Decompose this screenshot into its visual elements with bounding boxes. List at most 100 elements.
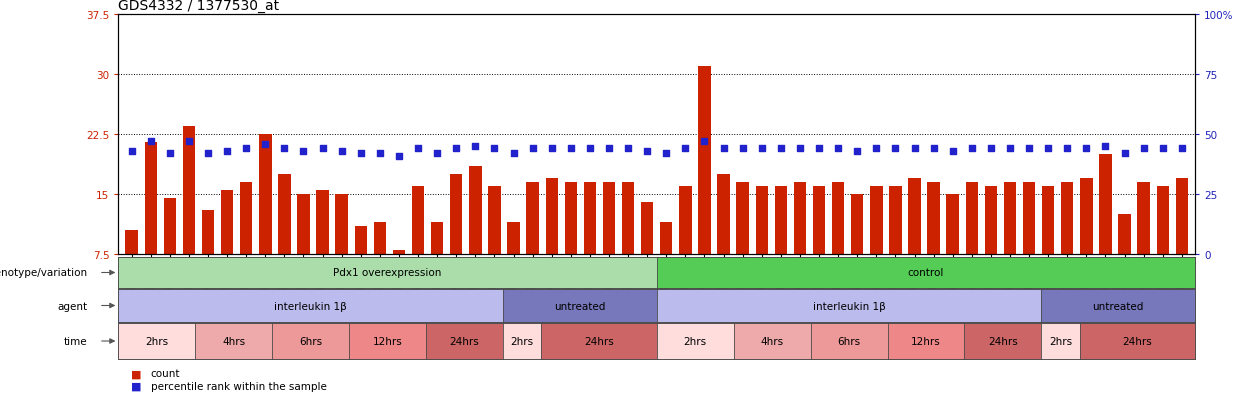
Point bbox=[370, 150, 390, 157]
Point bbox=[1077, 146, 1097, 152]
Text: 24hrs: 24hrs bbox=[584, 336, 614, 346]
Point bbox=[1038, 146, 1058, 152]
Point bbox=[466, 143, 486, 150]
Point bbox=[408, 146, 428, 152]
Point bbox=[733, 146, 753, 152]
Text: time: time bbox=[63, 336, 87, 346]
Bar bbox=[889, 187, 901, 254]
Point bbox=[1000, 146, 1020, 152]
Bar bbox=[813, 187, 825, 254]
Bar bbox=[503, 289, 657, 322]
Text: 24hrs: 24hrs bbox=[449, 336, 479, 346]
Point bbox=[427, 150, 447, 157]
Point bbox=[542, 146, 561, 152]
Point bbox=[656, 150, 676, 157]
Point bbox=[503, 150, 523, 157]
Bar bbox=[118, 323, 195, 359]
Point bbox=[484, 146, 504, 152]
Point bbox=[294, 148, 314, 155]
Bar bbox=[527, 183, 539, 254]
Point bbox=[791, 146, 810, 152]
Point bbox=[312, 146, 332, 152]
Point bbox=[217, 148, 237, 155]
Bar bbox=[412, 187, 425, 254]
Point bbox=[828, 146, 848, 152]
Bar bbox=[278, 175, 290, 254]
Text: Pdx1 overexpression: Pdx1 overexpression bbox=[334, 268, 442, 278]
Point bbox=[942, 148, 962, 155]
Bar bbox=[449, 175, 462, 254]
Bar bbox=[832, 183, 844, 254]
Bar bbox=[545, 178, 558, 254]
Point bbox=[159, 150, 179, 157]
Point bbox=[141, 138, 161, 145]
Bar bbox=[584, 183, 596, 254]
Bar bbox=[1041, 323, 1079, 359]
Point bbox=[560, 146, 580, 152]
Bar bbox=[488, 187, 500, 254]
Bar bbox=[1061, 183, 1073, 254]
Bar bbox=[118, 289, 503, 322]
Point bbox=[1153, 146, 1173, 152]
Bar bbox=[985, 187, 997, 254]
Bar bbox=[966, 183, 979, 254]
Bar bbox=[335, 195, 347, 254]
Point bbox=[924, 146, 944, 152]
Bar bbox=[1042, 187, 1055, 254]
Point bbox=[122, 148, 142, 155]
Bar bbox=[126, 230, 138, 254]
Bar bbox=[733, 323, 810, 359]
Text: 12hrs: 12hrs bbox=[372, 336, 402, 346]
Bar bbox=[374, 223, 386, 254]
Bar bbox=[657, 323, 733, 359]
Bar bbox=[680, 187, 691, 254]
Bar bbox=[469, 166, 482, 254]
Point bbox=[580, 146, 600, 152]
Point bbox=[867, 146, 886, 152]
Text: GDS4332 / 1377530_at: GDS4332 / 1377530_at bbox=[118, 0, 279, 13]
Text: ■: ■ bbox=[131, 368, 141, 379]
Text: 2hrs: 2hrs bbox=[1050, 336, 1072, 346]
Bar bbox=[1175, 178, 1188, 254]
Bar bbox=[392, 250, 405, 254]
Bar bbox=[195, 323, 273, 359]
Bar bbox=[507, 223, 519, 254]
Point bbox=[809, 146, 829, 152]
Text: genotype/variation: genotype/variation bbox=[0, 268, 87, 278]
Bar bbox=[657, 257, 1195, 288]
Bar bbox=[603, 183, 615, 254]
Bar bbox=[298, 195, 310, 254]
Bar bbox=[273, 323, 349, 359]
Bar bbox=[1041, 289, 1195, 322]
Text: untreated: untreated bbox=[554, 301, 605, 311]
Bar bbox=[202, 211, 214, 254]
Point bbox=[981, 146, 1001, 152]
Text: interleukin 1β: interleukin 1β bbox=[813, 301, 885, 311]
Bar bbox=[928, 183, 940, 254]
Bar bbox=[965, 323, 1041, 359]
Text: agent: agent bbox=[57, 301, 87, 311]
Point bbox=[331, 148, 351, 155]
Bar bbox=[1157, 187, 1169, 254]
Point bbox=[599, 146, 619, 152]
Text: 12hrs: 12hrs bbox=[911, 336, 941, 346]
Text: count: count bbox=[151, 368, 181, 379]
Bar bbox=[717, 175, 730, 254]
Point bbox=[713, 146, 733, 152]
Bar bbox=[503, 323, 542, 359]
Bar bbox=[1118, 214, 1130, 254]
Bar bbox=[431, 223, 443, 254]
Text: interleukin 1β: interleukin 1β bbox=[274, 301, 347, 311]
Point bbox=[848, 148, 868, 155]
Bar bbox=[794, 183, 807, 254]
Bar bbox=[349, 323, 426, 359]
Text: 24hrs: 24hrs bbox=[989, 336, 1017, 346]
Point bbox=[962, 146, 982, 152]
Point bbox=[676, 146, 696, 152]
Point bbox=[885, 146, 905, 152]
Point bbox=[446, 146, 466, 152]
Bar bbox=[870, 187, 883, 254]
Point bbox=[237, 146, 256, 152]
Text: 4hrs: 4hrs bbox=[222, 336, 245, 346]
Bar bbox=[852, 195, 864, 254]
